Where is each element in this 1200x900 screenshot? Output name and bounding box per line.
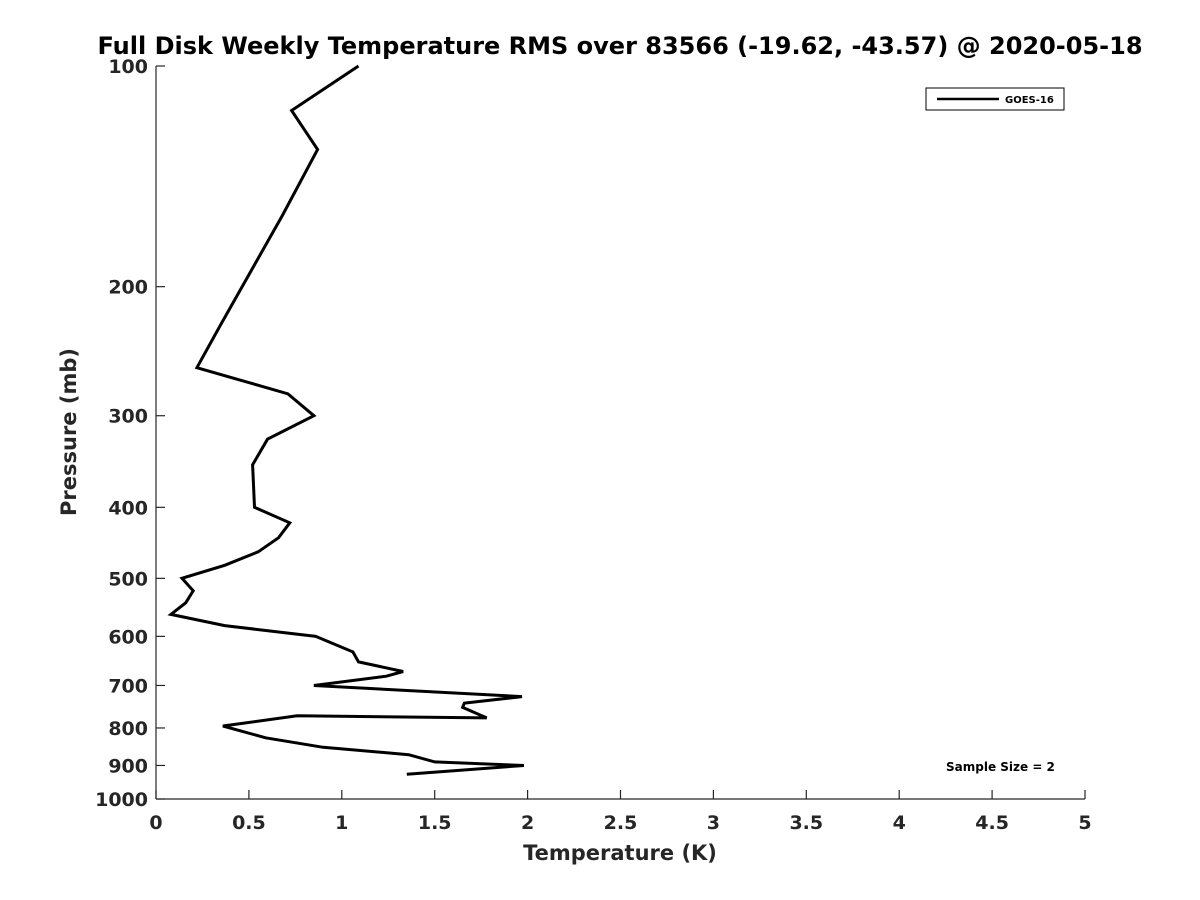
- plot-area: [156, 66, 1085, 799]
- x-tick-label: 0: [149, 812, 162, 834]
- y-tick-label: 500: [108, 568, 148, 590]
- x-tick-label: 3.5: [789, 812, 823, 834]
- series-line-goes-16: [167, 64, 525, 776]
- y-tick-label: 700: [108, 675, 148, 697]
- legend: GOES-16: [925, 87, 1065, 111]
- y-tick-label: 1000: [95, 789, 148, 811]
- y-axis: 100 200 300 400 500 600 700 800 900 1000: [95, 56, 165, 811]
- x-tick-label: 5: [1078, 812, 1091, 834]
- y-tick-label: 100: [108, 56, 148, 78]
- x-tick-label: 4: [893, 812, 906, 834]
- y-tick-label: 400: [108, 497, 148, 519]
- series-layer: [167, 64, 525, 776]
- x-tick-label: 3: [707, 812, 720, 834]
- y-tick-label: 800: [108, 718, 148, 740]
- y-tick-label: 600: [108, 626, 148, 648]
- x-tick-label: 2.5: [604, 812, 638, 834]
- x-axis-label: Temperature (K): [523, 841, 717, 865]
- sample-size-annotation: Sample Size = 2: [946, 760, 1055, 774]
- legend-label: GOES-16: [1005, 95, 1054, 106]
- x-tick-label: 1: [335, 812, 348, 834]
- x-tick-label: 1.5: [418, 812, 452, 834]
- x-axis: 0 0.5 1 1.5 2 2.5 3 3.5 4 4.5 5: [149, 790, 1092, 834]
- y-tick-label: 200: [108, 277, 148, 299]
- chart-title: Full Disk Weekly Temperature RMS over 83…: [97, 32, 1142, 60]
- x-tick-label: 4.5: [975, 812, 1009, 834]
- x-tick-label: 2: [521, 812, 534, 834]
- y-tick-label: 300: [108, 406, 148, 428]
- x-tick-label: 0.5: [232, 812, 266, 834]
- y-axis-label: Pressure (mb): [57, 348, 81, 516]
- y-tick-label: 900: [108, 755, 148, 777]
